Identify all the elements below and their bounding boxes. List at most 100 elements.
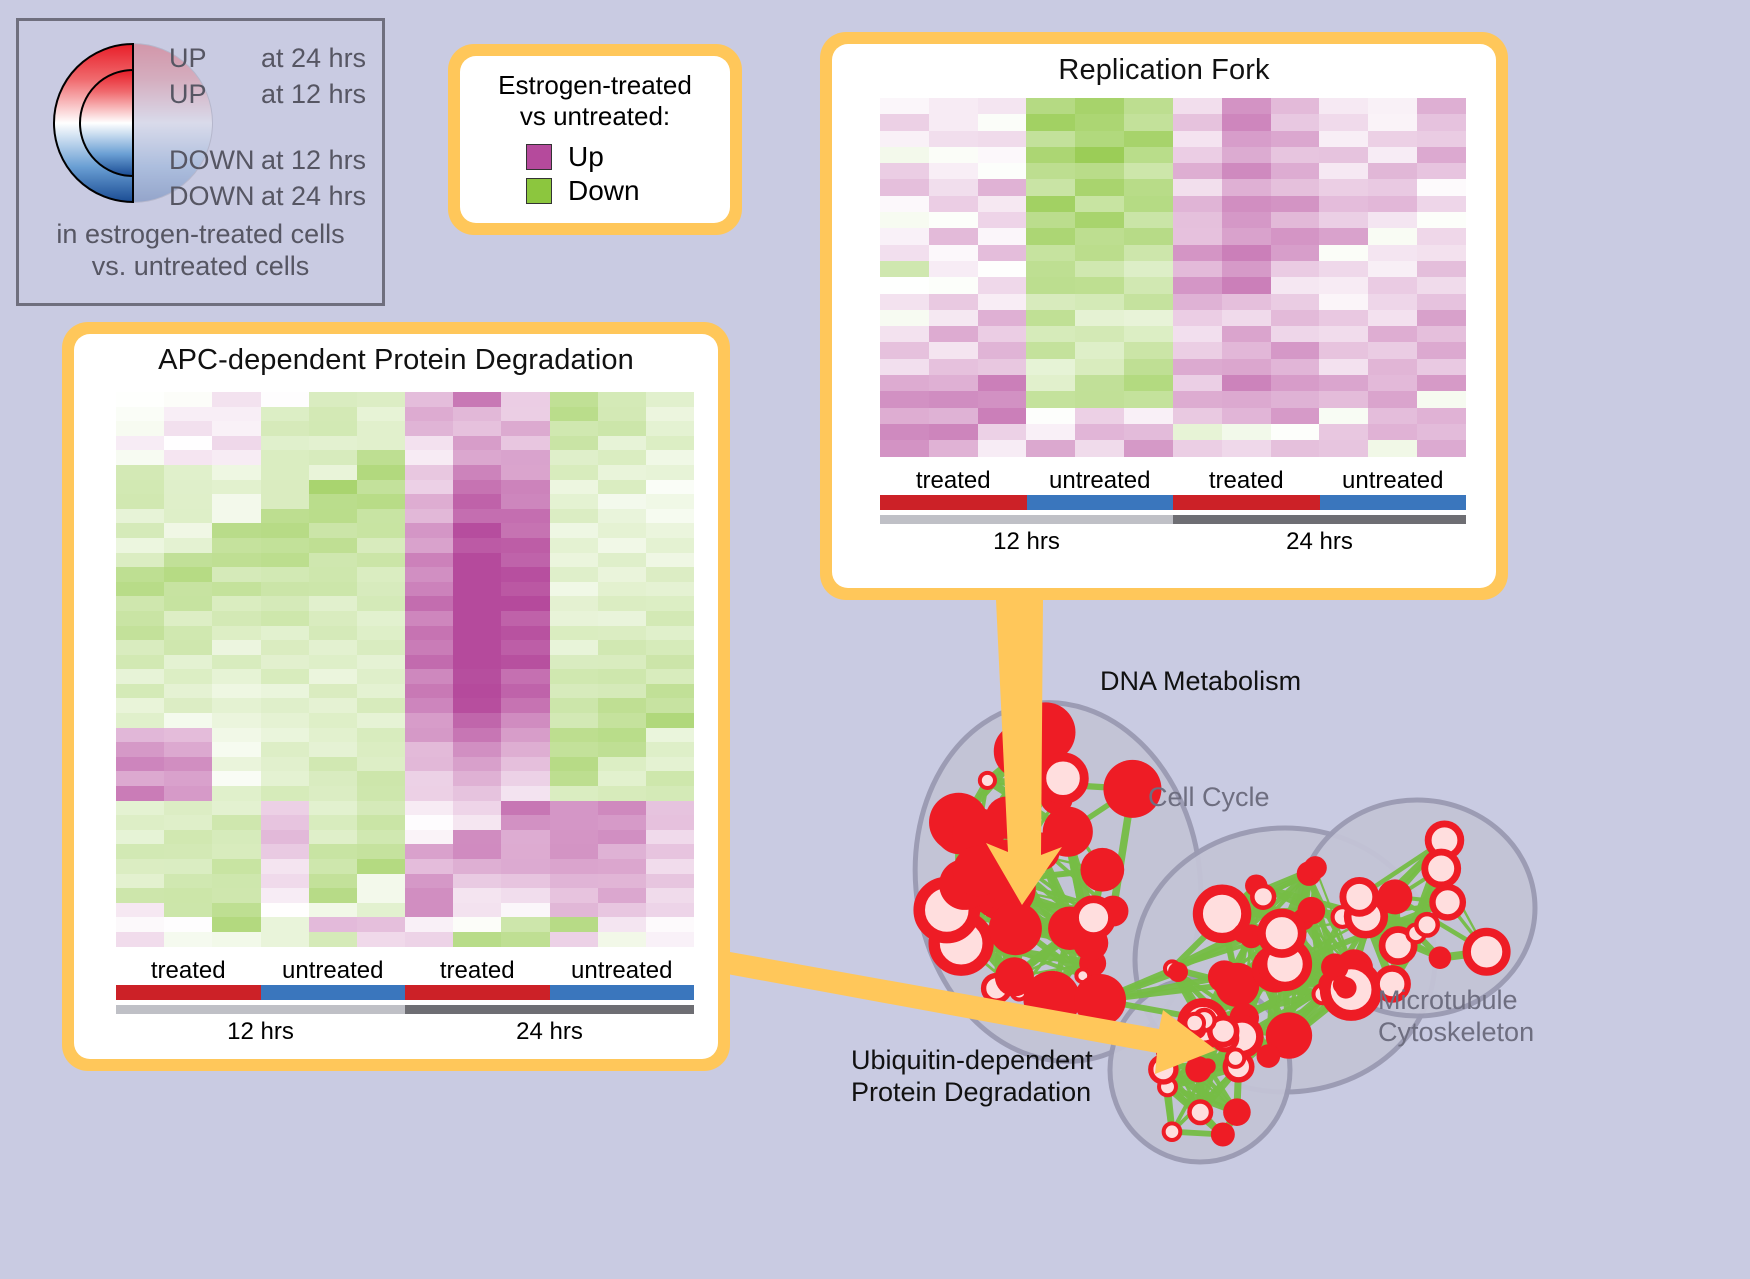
heatmap-cell xyxy=(1026,228,1076,245)
key-entries: Up Down xyxy=(470,141,720,207)
heatmap-cell xyxy=(1270,244,1320,261)
network-node xyxy=(1074,974,1126,1026)
network-node xyxy=(1080,847,1125,892)
heatmap-cell xyxy=(405,727,454,743)
heatmap-cell xyxy=(549,596,598,611)
heatmap-cell xyxy=(453,742,502,757)
heatmap-cell xyxy=(1270,163,1320,180)
heatmap-cell xyxy=(356,800,405,816)
heatmap-cell xyxy=(597,494,646,509)
heatmap-cell xyxy=(645,523,694,538)
heatmap-cell xyxy=(453,406,502,422)
heatmap-cell xyxy=(1368,195,1418,213)
heatmap-cell xyxy=(260,508,309,524)
heatmap-cell xyxy=(1221,391,1271,408)
heatmap-cell xyxy=(1417,277,1466,294)
heatmap-cell xyxy=(212,625,261,641)
heatmap-cell xyxy=(549,640,598,655)
heatmap-cell xyxy=(356,435,405,451)
heatmap-cell xyxy=(977,326,1027,343)
heatmap-cell xyxy=(405,640,454,655)
heatmap-cell xyxy=(453,640,502,655)
heatmap-cell xyxy=(453,435,502,451)
heatmap-cell xyxy=(1221,407,1271,424)
network-node-hollow xyxy=(1462,927,1511,976)
heatmap-cell xyxy=(1172,244,1222,261)
heatmap-cell xyxy=(549,406,598,422)
heatmap-cell xyxy=(645,683,694,699)
heatmap-cell xyxy=(597,800,646,816)
heatmap-cell xyxy=(928,98,978,115)
heatmap-cell xyxy=(977,244,1027,261)
heatmap-cell xyxy=(880,228,929,245)
heatmap-cell xyxy=(1417,114,1466,131)
heatmap-cell xyxy=(549,713,598,728)
heatmap-cell xyxy=(1319,130,1369,147)
heatmap-cell xyxy=(549,786,598,801)
heatmap-cell xyxy=(1124,375,1173,392)
network-node-hollow xyxy=(1187,1099,1214,1126)
heatmap-cell xyxy=(405,392,454,407)
heatmap-cell xyxy=(1172,146,1222,164)
heatmap-cell xyxy=(260,610,309,626)
heatmap-cell xyxy=(549,567,598,582)
panel-replication-fork: Replication Fork treated untreated treat… xyxy=(820,32,1508,600)
heatmap-cell xyxy=(308,829,357,845)
heatmap-cell xyxy=(260,625,309,641)
heatmap-cell xyxy=(880,163,929,180)
heatmap-cell xyxy=(1368,114,1418,131)
heatmap-cell xyxy=(116,640,165,655)
heatmap-cell xyxy=(1270,195,1320,213)
heatmap-cell xyxy=(928,146,978,164)
heatmap-cell xyxy=(1270,114,1320,131)
heatmap-cell xyxy=(405,756,454,772)
heatmap-cell xyxy=(164,931,213,947)
heatmap-cell xyxy=(260,654,309,670)
heatmap-cell xyxy=(1221,277,1271,294)
time-bar-segment xyxy=(1173,514,1466,524)
heatmap-cell xyxy=(645,435,694,451)
heatmap-cell xyxy=(501,450,550,465)
heatmap-cell xyxy=(1319,440,1369,457)
heatmap-cell xyxy=(597,610,646,626)
heatmap-cell xyxy=(1026,130,1076,147)
heatmap-cell xyxy=(164,392,213,407)
heatmap-cell xyxy=(356,596,405,611)
heatmap-cell xyxy=(1172,440,1222,457)
heatmap-cell xyxy=(1026,358,1076,376)
heatmap-cell xyxy=(212,771,261,787)
heatmap-cell xyxy=(453,523,502,538)
wheel-row-value: at 12 hrs xyxy=(261,145,367,175)
heatmap-cell xyxy=(260,464,309,480)
heatmap-cell xyxy=(453,786,502,801)
heatmap-cell xyxy=(1417,326,1466,343)
heatmap-cell xyxy=(260,494,309,509)
heatmap-cell xyxy=(977,260,1027,278)
heatmap-cell xyxy=(977,391,1027,408)
heatmap-cell xyxy=(453,625,502,641)
heatmap-cell xyxy=(597,888,646,903)
heatmap-cell xyxy=(164,815,213,830)
heatmap-cell xyxy=(597,815,646,830)
heatmap-cell xyxy=(977,163,1027,180)
heatmap-cell xyxy=(977,375,1027,392)
heatmap-cell xyxy=(645,698,694,714)
heatmap-cell xyxy=(645,844,694,859)
heatmap-cell xyxy=(1075,326,1125,343)
heatmap-cell xyxy=(164,596,213,611)
heatmap-cell xyxy=(453,727,502,743)
heatmap-cell xyxy=(1026,260,1076,278)
heatmap-cell xyxy=(1026,375,1076,392)
heatmap-cell xyxy=(308,596,357,611)
heatmap-cell xyxy=(880,358,929,376)
heatmap-cell xyxy=(164,771,213,787)
heatmap-cell xyxy=(260,815,309,830)
heatmap-cell xyxy=(356,771,405,787)
heatmap-cell xyxy=(212,713,261,728)
heatmap-cell xyxy=(356,829,405,845)
heatmap-cell xyxy=(1172,228,1222,245)
heatmap-cell xyxy=(453,596,502,611)
heatmap-cell xyxy=(212,654,261,670)
heatmap-cell xyxy=(308,683,357,699)
heatmap-cell xyxy=(164,464,213,480)
